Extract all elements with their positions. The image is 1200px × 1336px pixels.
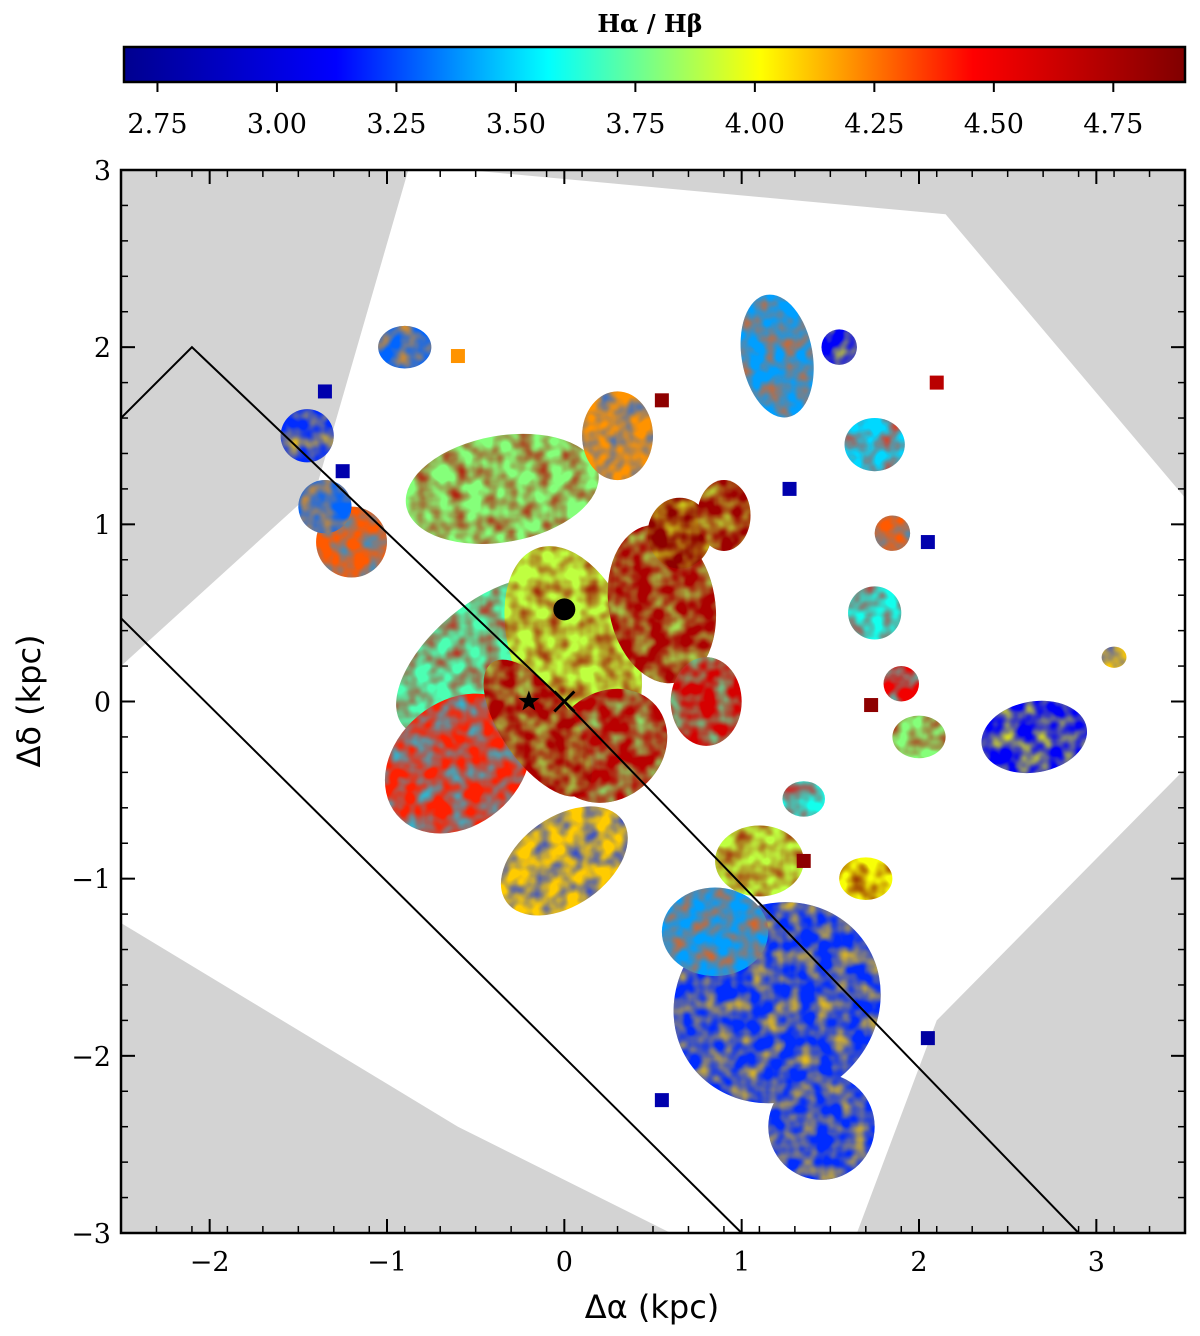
emission-region-texture [661, 887, 769, 977]
y-tick-label: −2 [71, 1042, 111, 1073]
emission-region-texture [1101, 646, 1127, 668]
emission-region-texture [848, 586, 902, 640]
axis-ticks: −2 −1 0 1 2 3 −3 −2 −1 0 1 2 3 [71, 156, 1186, 1278]
plot-area [121, 170, 1185, 1233]
colorbar-tick-label: 4.50 [964, 109, 1024, 140]
emission-region-texture [892, 715, 946, 759]
isolated-pixel [929, 375, 944, 390]
y-tick-label: 0 [94, 688, 111, 719]
y-tick-label: 2 [94, 333, 111, 364]
emission-region-texture [740, 294, 814, 418]
emission-region-texture [839, 857, 893, 900]
colorbar-ticks: 2.75 3.00 3.25 3.50 3.75 4.00 4.25 4.50 4.75 [127, 82, 1143, 140]
emission-region-texture [782, 781, 826, 817]
emission-region-texture [378, 325, 432, 369]
slit-line [121, 345, 1080, 1233]
colorbar-tick-label: 3.00 [247, 109, 307, 140]
emission-region-texture [298, 480, 352, 534]
colorbar-tick-label: 3.75 [605, 109, 665, 140]
emission-map-texture [280, 294, 1127, 1180]
isolated-pixel [654, 1093, 669, 1108]
isolated-pixel [864, 698, 879, 713]
x-tick-label: 0 [556, 1247, 573, 1278]
isolated-pixels [317, 349, 944, 1108]
emission-region-texture [483, 659, 592, 797]
emission-region-texture [582, 391, 653, 481]
x-tick-label: 1 [733, 1247, 750, 1278]
colorbar-tick-label: 3.25 [366, 109, 426, 140]
isolated-pixel [654, 393, 669, 408]
emission-region-texture [874, 515, 911, 551]
emission-region-texture [647, 497, 712, 569]
y-tick-label: −3 [71, 1219, 111, 1250]
slit-lines [121, 345, 1080, 1233]
x-tick-label: −1 [367, 1247, 407, 1278]
colorbar [122, 45, 1187, 84]
colorbar-tick-label: 3.50 [486, 109, 546, 140]
colorbar-tick-label: 2.75 [127, 109, 187, 140]
isolated-pixel [920, 1031, 935, 1046]
markers [518, 598, 576, 713]
emission-region-texture [405, 433, 599, 544]
isolated-pixel [335, 464, 350, 479]
star-marker [518, 690, 540, 711]
emission-region-texture [697, 480, 751, 551]
colorbar-tick-label: 4.25 [844, 109, 904, 140]
isolated-pixel [796, 853, 811, 868]
emission-region-texture [768, 1073, 875, 1180]
isolated-pixel [317, 384, 332, 399]
emission-region-texture [280, 409, 334, 463]
nucleus-marker [553, 598, 576, 621]
isolated-pixel [920, 535, 935, 550]
y-tick-label: 3 [94, 156, 111, 187]
y-tick-label: 1 [94, 510, 111, 541]
cross-marker [553, 690, 576, 713]
emission-region-texture [883, 666, 919, 702]
colorbar-tick-label: 4.00 [725, 109, 785, 140]
x-tick-label: −2 [190, 1247, 230, 1278]
colorbar-title: Hα / Hβ [597, 9, 702, 38]
emission-region-texture [981, 700, 1088, 774]
y-axis-title: Δδ (kpc) [10, 634, 48, 767]
emission-region-texture [500, 806, 628, 916]
field-of-view [121, 170, 1185, 1233]
emission-region-texture [384, 693, 531, 834]
colorbar-tick-label: 4.75 [1083, 109, 1143, 140]
emission-region-texture [670, 657, 742, 746]
emission-region-texture [821, 329, 857, 365]
isolated-pixel [450, 349, 465, 364]
emission-region-texture [844, 418, 905, 472]
y-tick-label: −1 [71, 865, 111, 896]
slit-line [121, 617, 743, 1233]
x-axis-title: Δα (kpc) [585, 1288, 720, 1326]
isolated-pixel [782, 481, 797, 496]
x-tick-label: 2 [910, 1247, 927, 1278]
emission-region-texture [715, 825, 804, 897]
x-tick-label: 3 [1088, 1247, 1105, 1278]
